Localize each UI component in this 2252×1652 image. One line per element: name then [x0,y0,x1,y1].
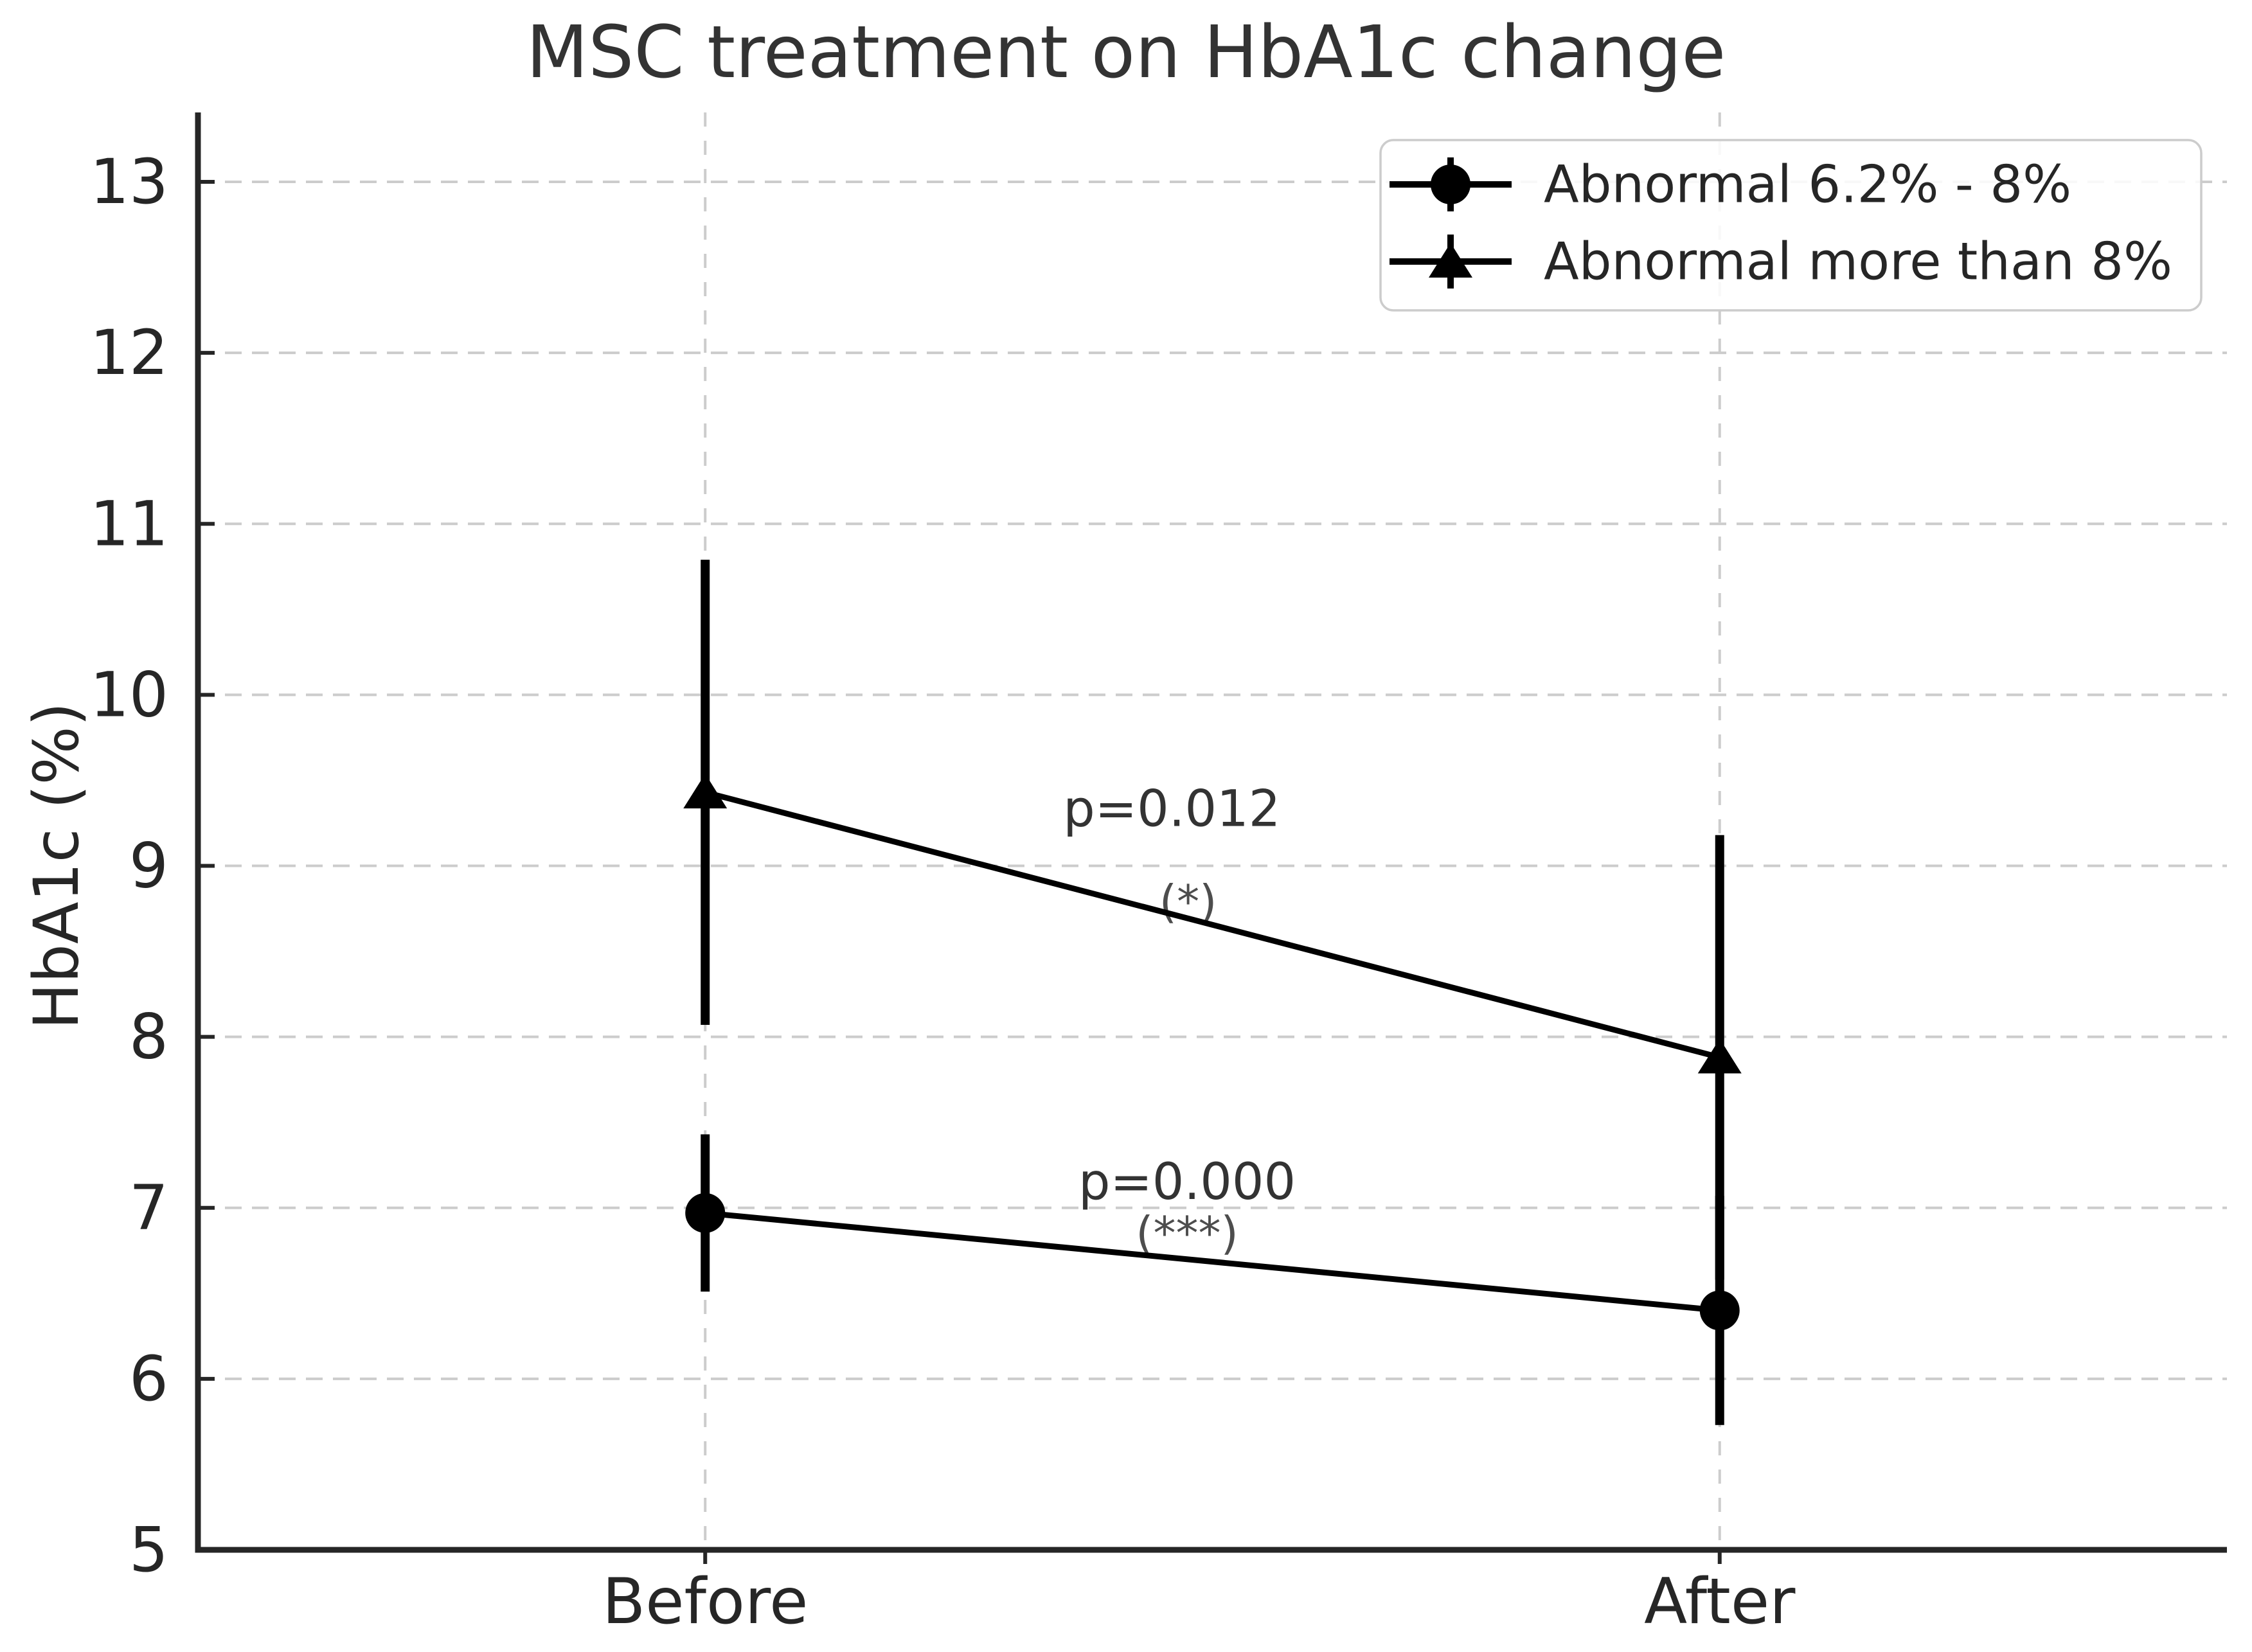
y-tick-label-8: 8 [129,1001,168,1073]
series-1-before-triangle-marker [683,774,728,809]
annotation-p-value-2: p=0.000 [1078,1153,1296,1211]
y-axis-label: HbA1c (%) [21,702,93,1029]
legend-label-1: Abnormal more than 8% [1544,232,2172,292]
y-tick-label-6: 6 [129,1343,168,1415]
series-0-after-circle-marker [1699,1290,1740,1331]
legend-key-1-triangle-marker [1429,243,1472,278]
y-tick-label-12: 12 [90,317,168,389]
legend-box [1379,139,2203,312]
legend-label-0: Abnormal 6.2% - 8% [1544,155,2071,215]
y-tick-label-13: 13 [90,146,168,218]
y-tick-label-7: 7 [129,1172,168,1244]
legend-key-0-circle-marker [1431,164,1470,204]
y-tick-label-5: 5 [129,1514,168,1586]
x-tick-label-after: After [1644,1565,1796,1639]
y-tick-label-10: 10 [90,659,168,731]
y-tick-label-9: 9 [129,830,168,902]
series-1-line [704,789,1720,1060]
series-0-line [704,1210,1720,1313]
x-tick-label-before: Before [602,1565,808,1639]
y-tick-label-11: 11 [90,488,168,560]
chart-title: MSC treatment on HbA1c change [526,11,1726,94]
annotation-p-value-0: p=0.012 [1063,781,1280,839]
series-0-before-circle-marker [685,1193,726,1233]
annotation-stars-3: (***) [1136,1207,1238,1260]
series-1-after-triangle-marker [1697,1038,1742,1074]
